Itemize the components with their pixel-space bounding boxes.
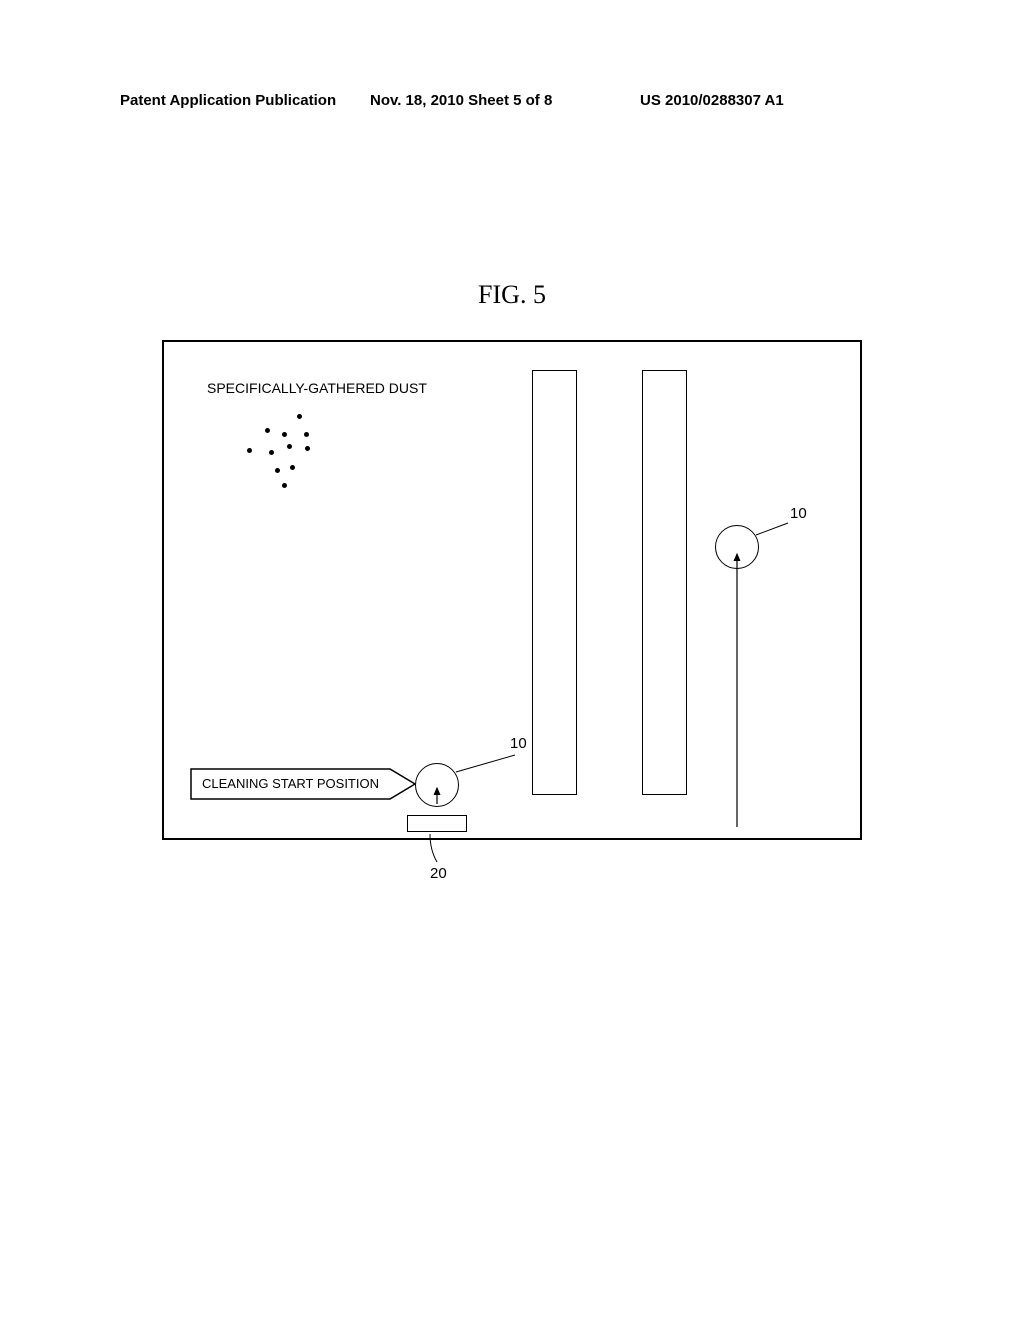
header-center: Nov. 18, 2010 Sheet 5 of 8 bbox=[370, 92, 552, 109]
header-right: US 2010/0288307 A1 bbox=[640, 92, 784, 109]
figure-label: FIG. 5 bbox=[478, 280, 546, 310]
annotation-lines bbox=[162, 340, 862, 900]
header-left: Patent Application Publication bbox=[120, 92, 336, 109]
diagram-container: SPECIFICALLY-GATHERED DUST CLEANING STAR… bbox=[162, 340, 862, 840]
